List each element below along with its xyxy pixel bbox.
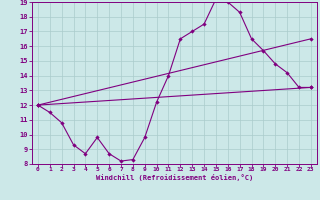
X-axis label: Windchill (Refroidissement éolien,°C): Windchill (Refroidissement éolien,°C) (96, 174, 253, 181)
